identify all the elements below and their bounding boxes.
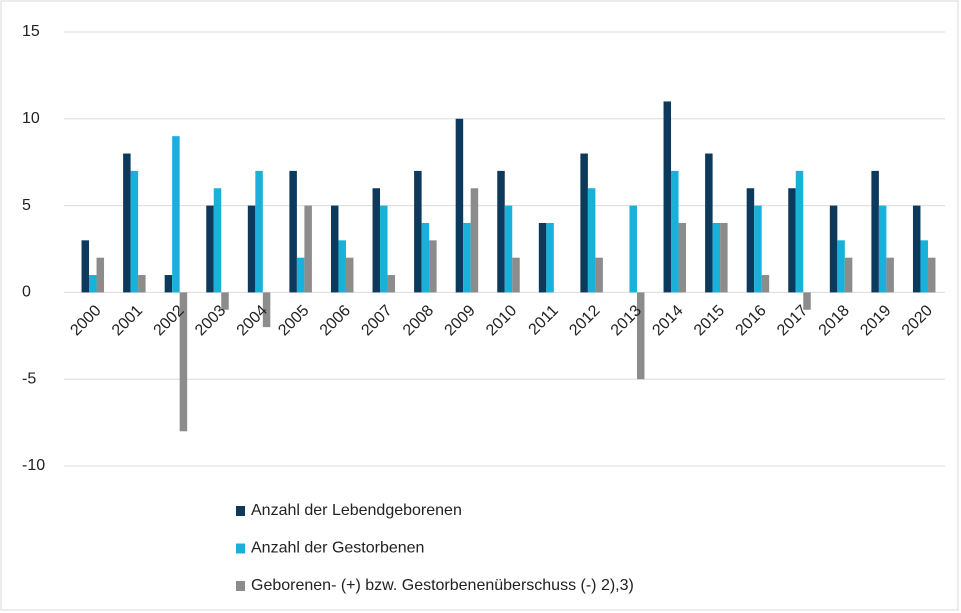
bar [538, 222, 547, 293]
bar [429, 240, 437, 293]
y-tick-label: 5 [22, 197, 31, 214]
bar [372, 188, 381, 293]
bar [414, 170, 422, 293]
bar [580, 153, 588, 293]
bar [712, 222, 721, 293]
bar [705, 153, 713, 293]
bar [871, 170, 879, 293]
bar [886, 257, 894, 293]
bar [788, 188, 796, 293]
bar [96, 257, 105, 293]
legend-label: Geborenen- (+) bzw. Gestorbenenüberschus… [251, 577, 634, 594]
y-tick-label: 15 [22, 23, 40, 40]
bar [421, 222, 430, 293]
legend-swatch [236, 543, 245, 554]
bar [829, 205, 838, 293]
bar [130, 170, 139, 293]
bar [663, 101, 672, 293]
bar [795, 170, 804, 293]
bar [330, 205, 339, 293]
bar [345, 257, 354, 293]
bar [720, 222, 728, 293]
bar [844, 257, 853, 293]
bar [470, 188, 479, 293]
bar [179, 292, 188, 432]
bar [595, 257, 603, 293]
bar [262, 292, 271, 328]
bar [255, 170, 263, 293]
bar [455, 118, 464, 293]
bar [636, 292, 645, 380]
bar [221, 292, 229, 310]
bar [304, 205, 312, 293]
y-tick-label: 10 [22, 110, 40, 127]
bar [123, 153, 131, 293]
bar [754, 205, 762, 293]
y-tick-label: -5 [22, 370, 36, 387]
bar [387, 275, 396, 293]
bar [803, 292, 811, 310]
bar [463, 222, 471, 293]
bar [213, 188, 222, 293]
bar [671, 170, 679, 293]
bar [761, 275, 770, 293]
bar [296, 257, 305, 293]
bar [206, 205, 214, 293]
bar [338, 240, 346, 293]
bar [878, 205, 887, 293]
y-tick-label: 0 [22, 284, 31, 301]
bar [138, 275, 146, 293]
bar [81, 240, 90, 293]
bar [497, 170, 505, 293]
legend-swatch [236, 581, 245, 591]
bar [927, 257, 936, 293]
bar [746, 188, 755, 293]
bar [289, 170, 297, 293]
legend-swatch [236, 506, 245, 516]
bar [920, 240, 928, 293]
bar [546, 222, 554, 293]
bar [247, 205, 256, 293]
bar [380, 205, 388, 293]
bar [172, 136, 180, 293]
bar [912, 205, 921, 293]
bar [587, 188, 596, 293]
bar [629, 205, 637, 293]
y-tick-label: -10 [22, 457, 45, 474]
legend-label: Anzahl der Gestorbenen [251, 540, 424, 557]
legend-label: Anzahl der Lebendgeborenen [251, 502, 462, 519]
bar [512, 257, 520, 293]
bar [504, 205, 513, 293]
bar [164, 275, 173, 293]
bar [837, 240, 845, 293]
bar [678, 222, 687, 293]
bar [89, 275, 97, 293]
